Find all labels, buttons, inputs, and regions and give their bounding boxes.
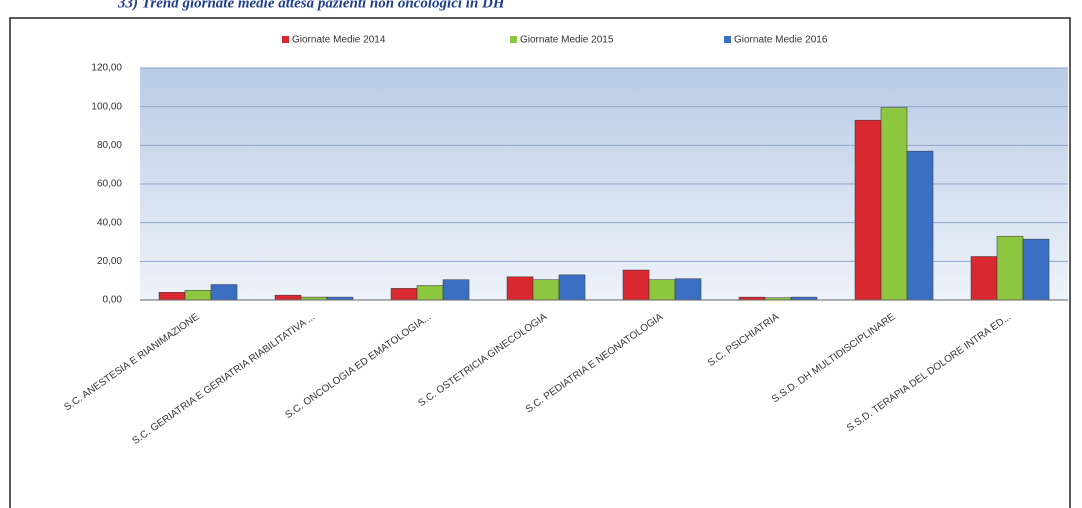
bar	[558, 274, 586, 301]
bar	[970, 256, 998, 301]
legend-swatch	[510, 36, 517, 43]
y-tick-label: 60,00	[97, 179, 122, 190]
bar	[880, 107, 908, 301]
bar	[854, 119, 882, 301]
bar	[1022, 238, 1050, 301]
bar	[906, 150, 934, 301]
bar	[442, 279, 470, 301]
bar	[622, 269, 650, 301]
bar	[274, 294, 302, 301]
bar	[210, 284, 238, 301]
y-tick-label: 100,00	[91, 101, 122, 112]
legend-swatch	[282, 36, 289, 43]
bar	[416, 285, 444, 301]
y-tick-label: 0,00	[103, 295, 123, 306]
bar	[648, 279, 676, 301]
legend-label: Giornate Medie 2015	[520, 35, 614, 46]
bar	[996, 235, 1024, 301]
bar	[506, 276, 534, 301]
legend-swatch	[724, 36, 731, 43]
legend-label: Giornate Medie 2016	[734, 35, 828, 46]
bar	[184, 290, 212, 301]
y-tick-label: 80,00	[97, 140, 122, 151]
bar	[532, 279, 560, 301]
y-tick-label: 40,00	[97, 217, 122, 228]
y-tick-label: 20,00	[97, 256, 122, 267]
bar	[390, 288, 418, 301]
bar	[158, 292, 186, 301]
legend-label: Giornate Medie 2014	[292, 35, 386, 46]
chart-title: 33) Trend giornate medie attesa pazienti…	[117, 0, 506, 11]
bar	[674, 278, 702, 301]
y-tick-label: 120,00	[91, 63, 122, 74]
